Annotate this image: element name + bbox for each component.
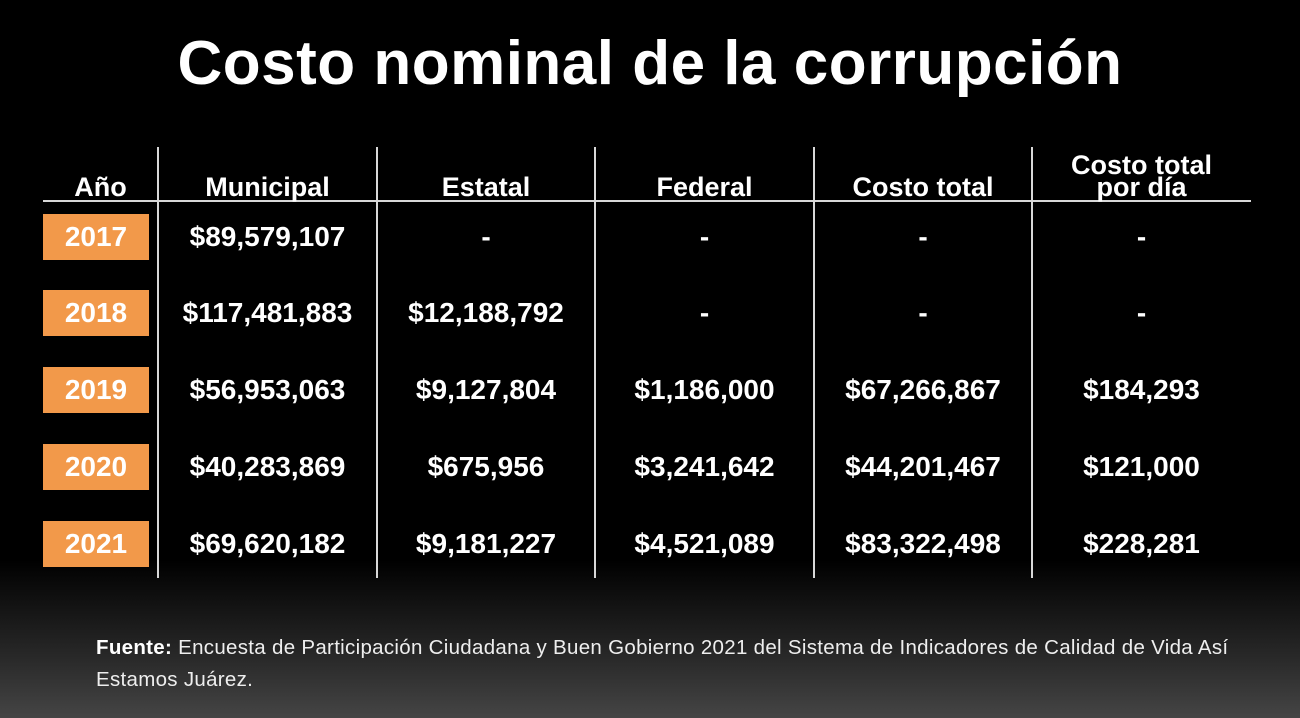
table-cell: -	[1136, 221, 1147, 252]
table-cell: -	[918, 297, 928, 328]
table-cell: $9,181,227	[415, 528, 557, 559]
table-cell: $40,283,869	[189, 451, 346, 482]
table-cell: -	[918, 221, 928, 252]
table-cell: $69,620,182	[189, 528, 346, 559]
column-header: Año	[43, 148, 158, 202]
column-header-text: Federal	[656, 172, 753, 202]
column-header-text: Municipal	[205, 172, 330, 202]
column-header-text: Costo total	[1071, 150, 1212, 180]
column-header: Estatal	[377, 148, 595, 202]
year-badge: 2019	[43, 367, 149, 413]
year-badge: 2017	[43, 214, 149, 260]
table-cell: $117,481,883	[182, 297, 353, 328]
source-label: Fuente:	[96, 636, 173, 659]
cost-table: Año Municipal Estatal Federal Costo total Cos…	[43, 147, 1251, 578]
table-cell: $1,186,000	[634, 374, 775, 405]
column-header: Federal	[595, 148, 814, 202]
table-cell: $228,281	[1083, 528, 1200, 559]
table-cell: -	[1136, 297, 1147, 328]
column-divider	[1031, 147, 1033, 578]
source-note: Fuente: Encuesta de Participación Ciudad…	[96, 632, 1246, 696]
column-header-text: Estatal	[441, 172, 531, 202]
table-cell: $121,000	[1083, 451, 1200, 482]
column-header-text: Año	[74, 172, 127, 202]
page-title: Costo nominal de la corrupción	[177, 29, 1123, 98]
table-cell: $44,201,467	[845, 451, 1001, 482]
column-header-text: por día	[1096, 172, 1187, 202]
table-cell: $3,241,642	[634, 451, 775, 482]
table-cell: $56,953,063	[189, 374, 346, 405]
column-divider	[594, 147, 596, 578]
table-cell: $89,579,107	[189, 221, 346, 252]
header-divider	[43, 200, 1251, 202]
year-badge: 2021	[43, 521, 149, 567]
column-header-text: Costo total	[852, 172, 994, 202]
table-cell: -	[699, 297, 710, 328]
table-cell: $184,293	[1083, 374, 1200, 405]
column-divider	[157, 147, 159, 578]
table-cell: $67,266,867	[845, 374, 1001, 405]
table-cell: -	[699, 221, 710, 252]
source-text: Encuesta de Participación Ciudadana y Bu…	[96, 636, 1229, 691]
table-cell: $83,322,498	[845, 528, 1001, 559]
table-cell: $675,956	[427, 451, 545, 482]
column-divider	[376, 147, 378, 578]
year-badge: 2018	[43, 290, 149, 336]
year-badge: 2020	[43, 444, 149, 490]
table-cell: -	[481, 221, 491, 252]
column-header: Costo total	[814, 148, 1032, 202]
column-header: Municipal	[158, 148, 377, 202]
column-divider	[813, 147, 815, 578]
table-cell: $12,188,792	[408, 297, 564, 328]
column-header: Costo total por día	[1032, 148, 1251, 202]
table-cell: $9,127,804	[415, 374, 557, 405]
table-cell: $4,521,089	[634, 528, 775, 559]
